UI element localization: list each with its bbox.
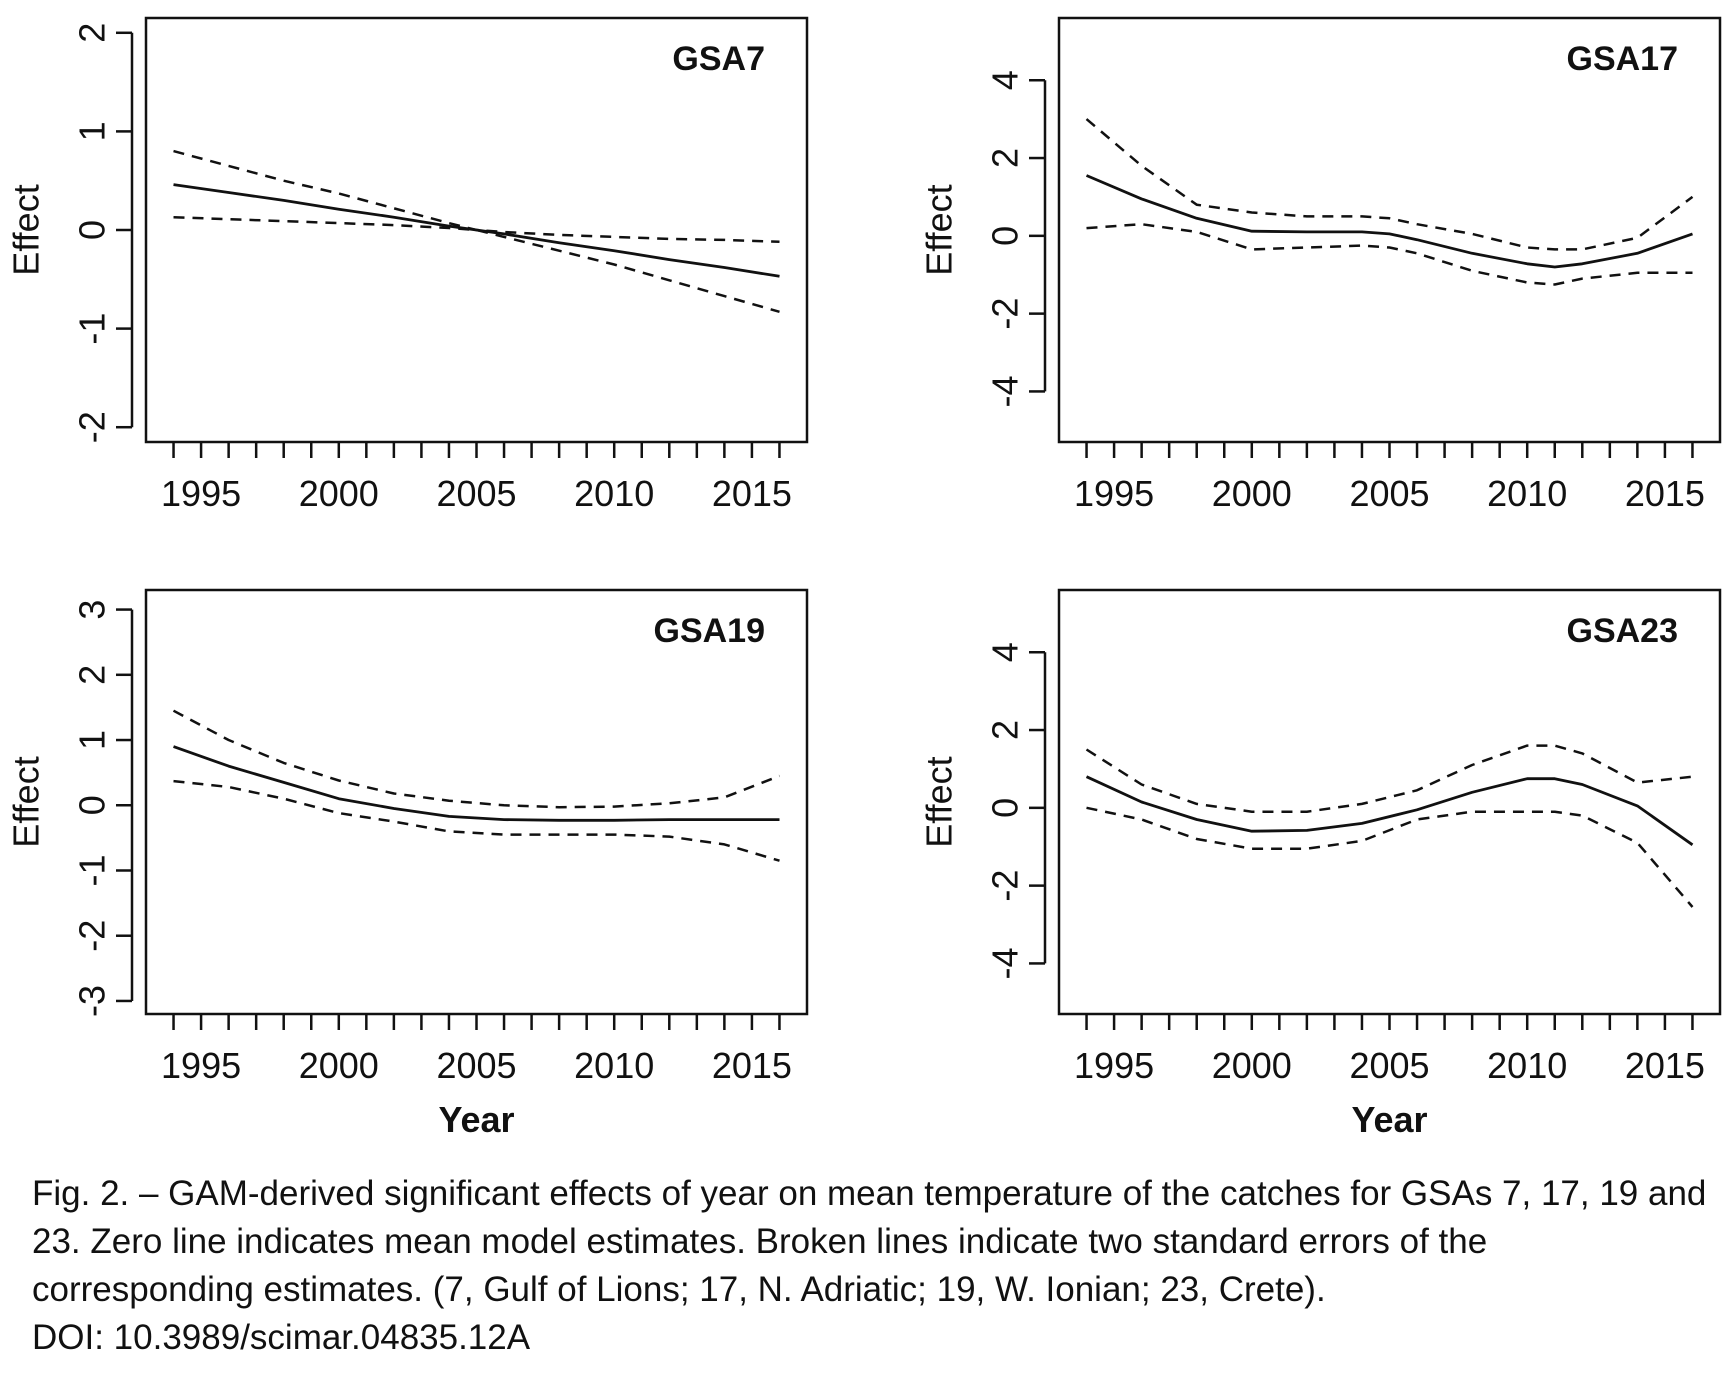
plot-frame xyxy=(1057,588,1722,1016)
x-tick-label: 2005 xyxy=(1349,473,1429,514)
series-lower xyxy=(173,779,780,862)
y-axis-title: Effect xyxy=(919,756,960,847)
x-tick-label: 2010 xyxy=(574,1045,654,1086)
y-tick-label: -2 xyxy=(985,298,1026,330)
y-tick-label: 0 xyxy=(72,795,113,815)
series-lower xyxy=(1086,222,1693,286)
x-tick-label: 1995 xyxy=(1074,473,1154,514)
y-tick-label: 4 xyxy=(985,642,1026,662)
panel-title: GSA7 xyxy=(672,40,765,78)
panel-title: GSA17 xyxy=(1567,40,1679,78)
series-estimate xyxy=(1085,174,1693,269)
panel-gsa19: 1995 2000 2005 2010 2015 -3 -2 -1 0 1 2 3 Effect Year… xyxy=(6,588,809,1140)
panel-title: GSA19 xyxy=(654,612,766,650)
x-tick-label: 1995 xyxy=(161,1045,241,1086)
y-tick-label: 2 xyxy=(985,720,1026,740)
x-tick-label: 2010 xyxy=(1487,1045,1567,1086)
y-tick-label: 0 xyxy=(985,798,1026,818)
x-tick-label: 2000 xyxy=(1212,1045,1292,1086)
x-tick-label: 2015 xyxy=(1625,1045,1705,1086)
series-upper xyxy=(1085,118,1694,251)
plot-frame xyxy=(1057,16,1722,444)
plot-frame xyxy=(144,588,809,1016)
y-tick-label: 4 xyxy=(985,70,1026,90)
series-upper xyxy=(173,149,780,244)
y-tick-label: -4 xyxy=(985,375,1026,407)
x-tick-label: 2015 xyxy=(1625,473,1705,514)
x-tick-label: 2000 xyxy=(1212,473,1292,514)
x-tick-label: 2000 xyxy=(299,473,379,514)
y-axis-title: Effect xyxy=(6,756,47,847)
series-estimate xyxy=(173,745,780,822)
y-tick-label: 1 xyxy=(72,730,113,750)
x-tick-label: 1995 xyxy=(1074,1045,1154,1086)
x-axis-title: Year xyxy=(438,1099,514,1140)
y-tick-label: -2 xyxy=(985,870,1026,902)
panel-gsa7: 1995 2000 2005 2010 2015 -2 -1 0 1 2 Effect GSA7 xyxy=(6,16,809,514)
panel-gsa23: 1995 2000 2005 2010 2015 -4 -2 0 2 4 Effect Year GSA… xyxy=(919,588,1722,1140)
x-tick-label: 2015 xyxy=(712,473,792,514)
x-tick-label: 2010 xyxy=(574,473,654,514)
x-tick-label: 2010 xyxy=(1487,473,1567,514)
y-tick-label: -2 xyxy=(72,411,113,443)
x-axis-title: Year xyxy=(1351,1099,1427,1140)
x-tick-label: 2005 xyxy=(436,473,516,514)
figure-grid: 1995 2000 2005 2010 2015-2-1012EffectGSA7199… xyxy=(6,16,1722,1140)
x-tick-label: 2015 xyxy=(712,1045,792,1086)
y-tick-label: -3 xyxy=(72,985,113,1017)
y-axis-title: Effect xyxy=(919,184,960,275)
y-tick-label: 1 xyxy=(72,121,113,141)
panel-gsa17: 1995 2000 2005 2010 2015 -4 -2 0 2 4 Effect GSA17 xyxy=(919,16,1722,514)
series-estimate xyxy=(1085,775,1694,846)
y-tick-label: 3 xyxy=(72,600,113,620)
series-lower xyxy=(1086,806,1694,908)
y-tick-label: 2 xyxy=(72,23,113,43)
series-lower xyxy=(173,215,780,314)
y-tick-label: -1 xyxy=(72,854,113,886)
y-tick-label: 2 xyxy=(985,148,1026,168)
y-tick-label: -4 xyxy=(985,947,1026,979)
series-upper xyxy=(172,709,780,809)
caption-text: Fig. 2. – GAM-derived significant effect… xyxy=(32,1174,1707,1309)
y-tick-label: 0 xyxy=(72,220,113,240)
series-upper xyxy=(1085,744,1693,813)
x-tick-label: 2000 xyxy=(299,1045,379,1086)
y-tick-label: 2 xyxy=(72,665,113,685)
caption-doi: DOI: 10.3989/scimar.04835.12A xyxy=(32,1318,531,1357)
x-tick-label: 2005 xyxy=(436,1045,516,1086)
x-tick-label: 1995 xyxy=(161,473,241,514)
y-tick-label: -2 xyxy=(72,920,113,952)
figure-caption: Fig. 2. – GAM-derived significant effect… xyxy=(32,1170,1712,1362)
panel-title: GSA23 xyxy=(1567,612,1679,650)
x-tick-label: 2005 xyxy=(1349,1045,1429,1086)
y-tick-label: 0 xyxy=(985,226,1026,246)
y-axis-title: Effect xyxy=(6,184,47,275)
y-tick-label: -1 xyxy=(72,313,113,345)
